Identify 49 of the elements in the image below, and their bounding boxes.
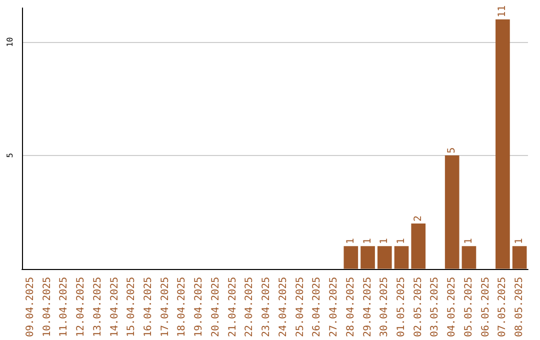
data-label: 1	[514, 238, 526, 244]
x-tick-label: 13.04.2025	[92, 276, 104, 338]
x-tick-label: 26.04.2025	[312, 276, 323, 338]
x-tick-label: 16.04.2025	[143, 276, 154, 338]
data-label: 1	[379, 238, 390, 244]
x-tick-label: 17.04.2025	[160, 276, 171, 338]
x-tick-label: 23.04.2025	[261, 276, 272, 338]
x-tick-label: 19.04.2025	[194, 276, 205, 338]
x-tick-label: 12.04.2025	[76, 276, 87, 338]
x-tick-label: 20.04.2025	[210, 276, 222, 338]
bar	[344, 246, 358, 269]
x-tick-label: 09.04.2025	[24, 276, 36, 338]
data-label: 2	[412, 215, 424, 222]
x-tick-label: 11.04.2025	[58, 276, 70, 338]
x-tick-label: 18.04.2025	[176, 276, 188, 338]
x-tick-label: 02.05.2025	[412, 276, 424, 338]
bar	[444, 155, 460, 269]
x-tick-label: 22.04.2025	[244, 276, 256, 338]
x-tick-label: 25.04.2025	[294, 276, 306, 338]
y-tick-label: 10	[6, 37, 14, 47]
data-label: 1	[396, 238, 407, 244]
x-tick-label: 01.05.2025	[396, 276, 407, 338]
x-tick-label: 04.05.2025	[446, 276, 458, 338]
x-tick-label: 06.05.2025	[480, 276, 492, 338]
data-label: 1	[463, 238, 474, 244]
data-label: 5	[446, 147, 458, 154]
x-tick-label: 08.05.2025	[514, 276, 526, 338]
x-tick-label: 07.05.2025	[497, 276, 508, 338]
x-tick-label: 03.05.2025	[430, 276, 441, 338]
x-tick-label: 14.04.2025	[109, 276, 120, 338]
x-tick-label: 10.04.2025	[42, 276, 53, 338]
x-tick-label: 30.04.2025	[379, 276, 390, 338]
bar	[496, 19, 510, 269]
bar	[512, 246, 527, 269]
x-tick-label: 28.04.2025	[345, 276, 356, 338]
x-tick-label: 21.04.2025	[227, 276, 238, 338]
data-label: 11	[497, 5, 508, 18]
bar	[411, 223, 426, 269]
x-tick-label: 05.05.2025	[463, 276, 474, 338]
bar	[377, 246, 392, 269]
x-tick-label: 29.04.2025	[362, 276, 374, 338]
bar	[360, 246, 375, 269]
x-tick-label: 27.04.2025	[328, 276, 340, 338]
bar	[462, 246, 476, 269]
x-tick-label: 15.04.2025	[126, 276, 138, 338]
bar	[394, 246, 409, 269]
x-tick-label: 24.04.2025	[278, 276, 289, 338]
data-label: 1	[345, 238, 356, 244]
data-label: 1	[362, 238, 374, 244]
